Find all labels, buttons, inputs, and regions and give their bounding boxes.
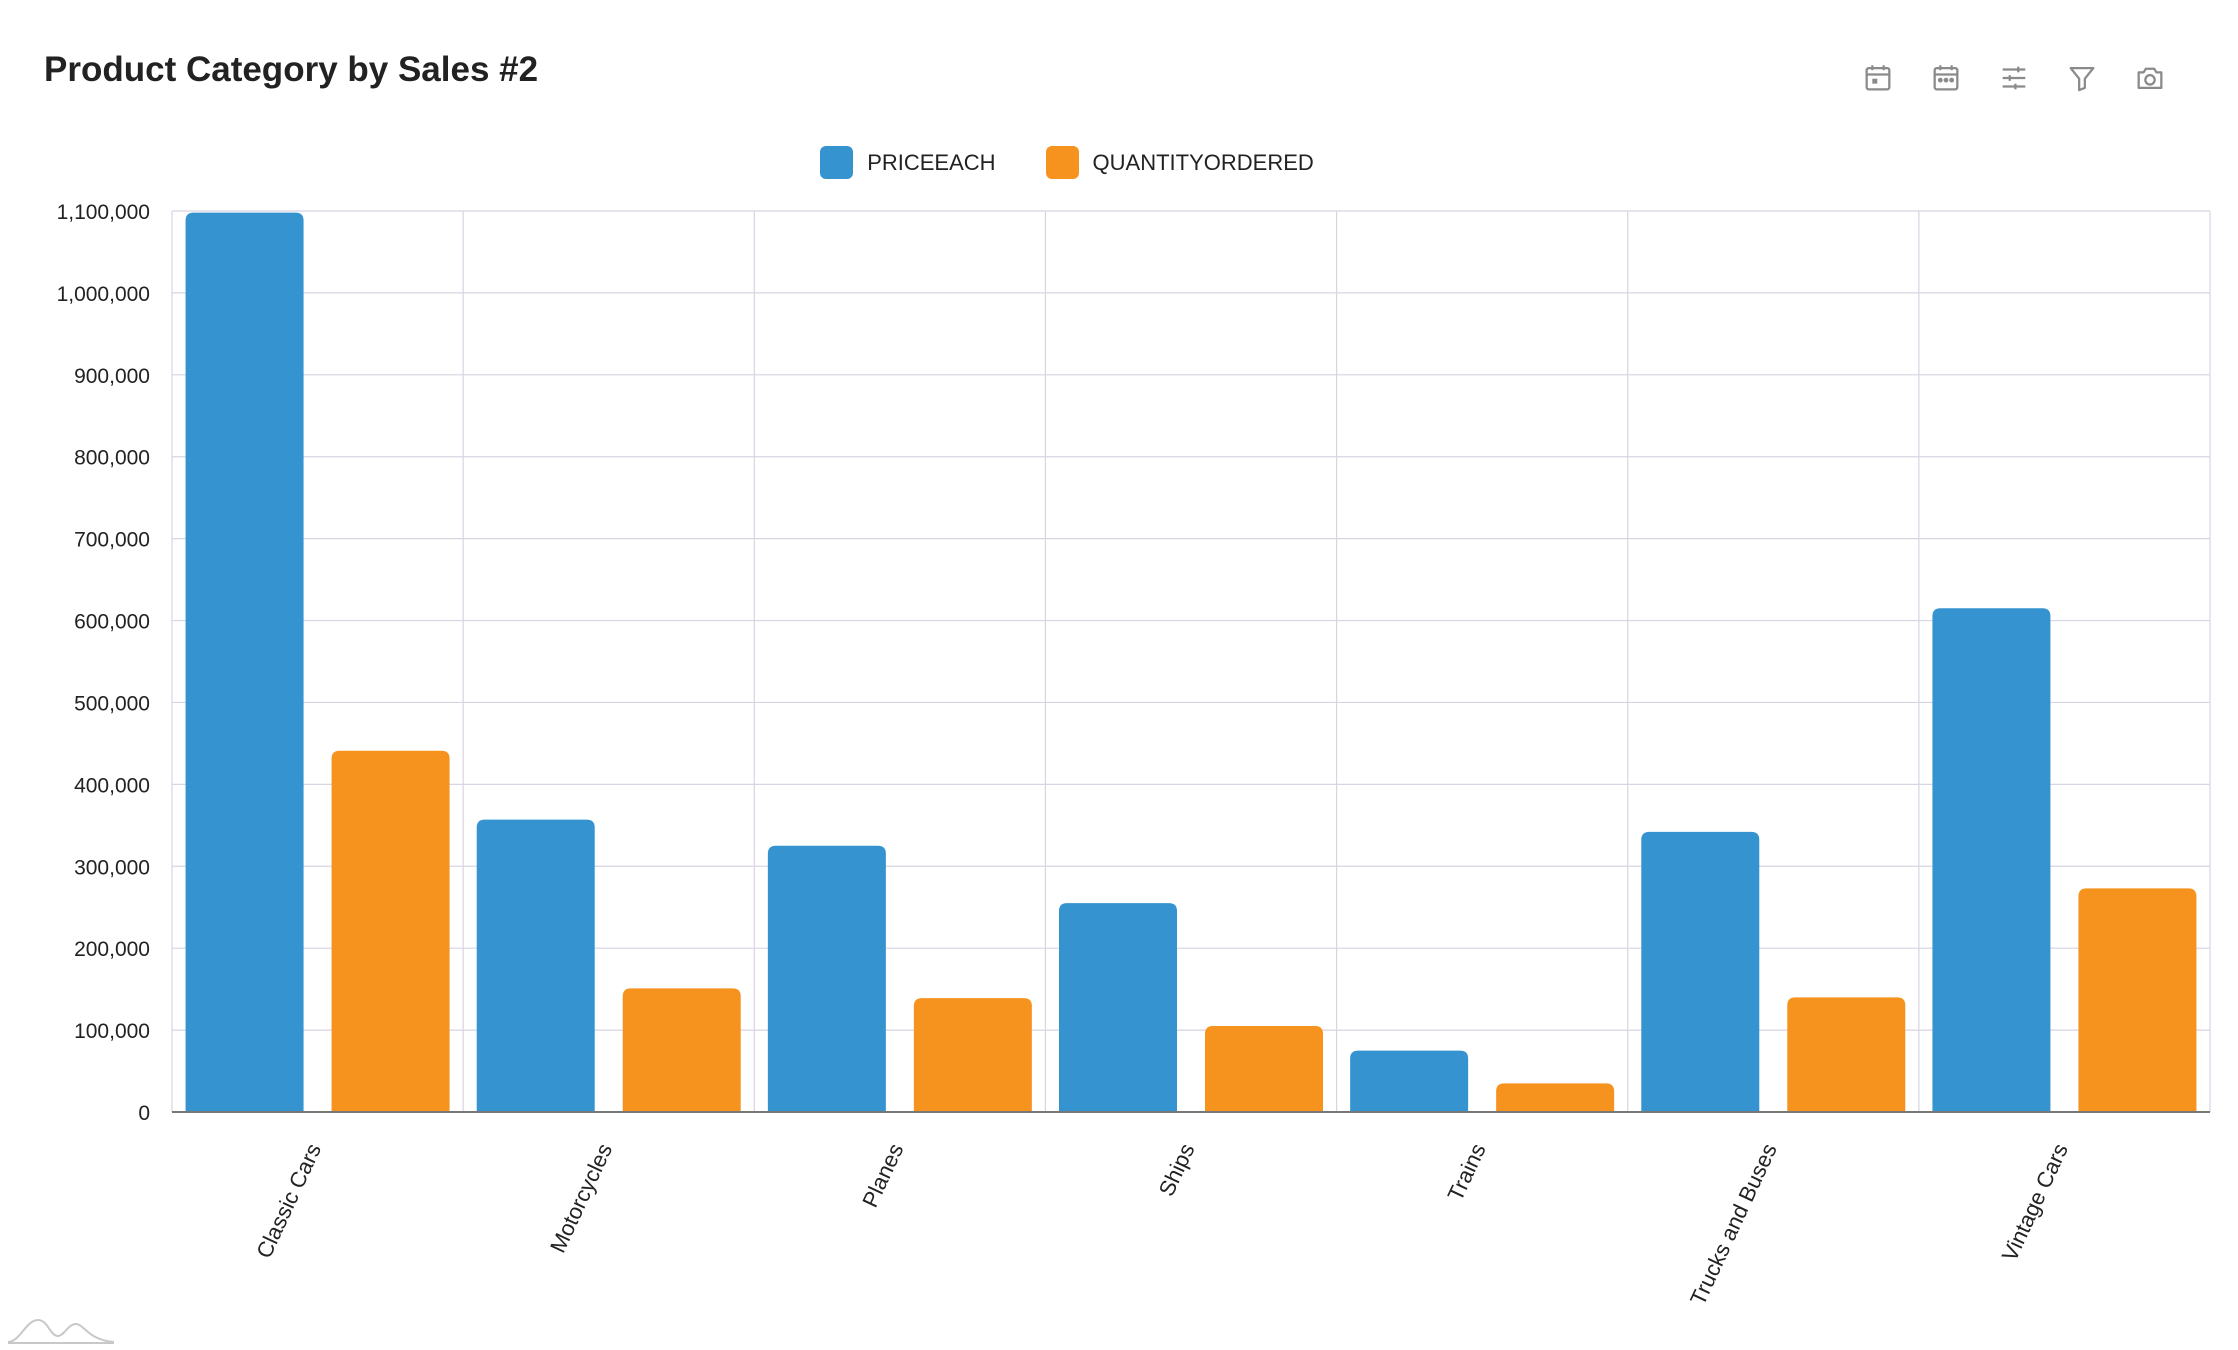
bar-quantityordered — [1496, 1083, 1615, 1112]
y-tick-label: 0 — [138, 1102, 150, 1125]
x-tick-label: Trucks and Buses — [1685, 1140, 1782, 1309]
x-tick-label: Planes — [857, 1140, 908, 1212]
x-tick-label: Ships — [1154, 1140, 1200, 1200]
y-tick-label: 700,000 — [74, 529, 150, 552]
y-tick-label: 800,000 — [74, 447, 150, 470]
y-tick-label: 600,000 — [74, 611, 150, 634]
logo-watermark-icon — [7, 1318, 115, 1344]
bar-quantityordered — [2078, 888, 2197, 1112]
legend-swatch-priceeach — [820, 146, 854, 179]
bar-priceeach — [1932, 608, 2051, 1112]
chart-title: Product Category by Sales #2 — [44, 50, 539, 89]
x-tick-label: Trains — [1443, 1140, 1491, 1205]
x-tick-label: Classic Cars — [251, 1140, 326, 1262]
calendar-range-icon[interactable] — [1928, 60, 1964, 96]
legend-swatch-quantityordered — [1045, 146, 1079, 179]
bar-priceeach — [476, 819, 595, 1112]
bar-quantityordered — [1205, 1025, 1323, 1112]
filter-icon[interactable] — [2064, 60, 2100, 96]
bar-quantityordered — [331, 750, 450, 1112]
bar-priceeach — [1350, 1050, 1469, 1112]
chart-toolbar — [1860, 60, 2168, 96]
y-tick-label: 1,100,000 — [57, 201, 150, 224]
sliders-icon[interactable] — [1996, 60, 2032, 96]
y-tick-label: 100,000 — [74, 1020, 150, 1043]
y-tick-label: 500,000 — [74, 692, 150, 715]
bar-priceeach — [1059, 903, 1177, 1112]
bar-priceeach — [767, 845, 886, 1112]
legend-label-priceeach: PRICEEACH — [867, 149, 996, 175]
bar-quantityordered — [913, 998, 1032, 1112]
x-tick-label: Motorcycles — [545, 1140, 617, 1257]
chart-legend: PRICEEACH QUANTITYORDERED — [0, 146, 2186, 179]
y-tick-label: 1,000,000 — [57, 283, 150, 306]
bar-quantityordered — [622, 988, 741, 1112]
y-tick-label: 400,000 — [74, 774, 150, 797]
legend-item-quantityordered[interactable]: QUANTITYORDERED — [1045, 146, 1314, 179]
bar-priceeach — [185, 212, 304, 1112]
y-tick-label: 200,000 — [74, 938, 150, 961]
camera-icon[interactable] — [2132, 60, 2168, 96]
y-tick-label: 300,000 — [74, 856, 150, 879]
bar-quantityordered — [1787, 997, 1906, 1112]
y-tick-label: 900,000 — [74, 365, 150, 388]
legend-label-quantityordered: QUANTITYORDERED — [1092, 149, 1314, 175]
bar-priceeach — [1641, 831, 1760, 1112]
x-tick-label: Vintage Cars — [1997, 1140, 2073, 1265]
legend-item-priceeach[interactable]: PRICEEACH — [820, 146, 996, 179]
calendar-icon[interactable] — [1860, 60, 1896, 96]
